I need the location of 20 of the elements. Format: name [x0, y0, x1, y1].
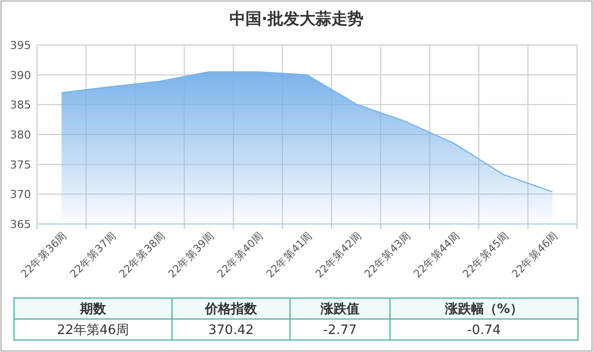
x-tick-label: 22年第36周 — [18, 230, 70, 280]
y-tick-label: 365 — [10, 218, 31, 231]
x-tick-label: 22年第46周 — [510, 230, 561, 280]
x-tick-label: 22年第39周 — [166, 230, 217, 280]
title: 中国·批发大蒜走势 — [229, 9, 364, 28]
y-tick-label: 395 — [10, 39, 31, 52]
x-tick-label: 22年第45周 — [460, 230, 512, 280]
x-tick-label: 22年第38周 — [117, 230, 168, 280]
x-tick-label: 22年第43周 — [362, 230, 414, 280]
x-tick-label: 22年第37周 — [68, 230, 119, 280]
y-tick-label: 385 — [10, 98, 31, 112]
x-tick-label: 22年第41周 — [264, 230, 316, 280]
y-tick-label: 370 — [10, 188, 31, 202]
x-tick-label: 22年第40周 — [215, 230, 266, 280]
x-tick-label: 22年第44周 — [412, 230, 462, 280]
table: 期数 价格指数 涨跌值 涨跌幅（%） 22年第46周 370.42 -2.77 -0.74 — [14, 298, 578, 340]
y-tick-label: 390 — [10, 68, 31, 82]
y-tick-label: 380 — [10, 128, 31, 142]
x-tick-label: 22年第42周 — [313, 230, 364, 280]
y-tick-label: 375 — [10, 158, 31, 172]
